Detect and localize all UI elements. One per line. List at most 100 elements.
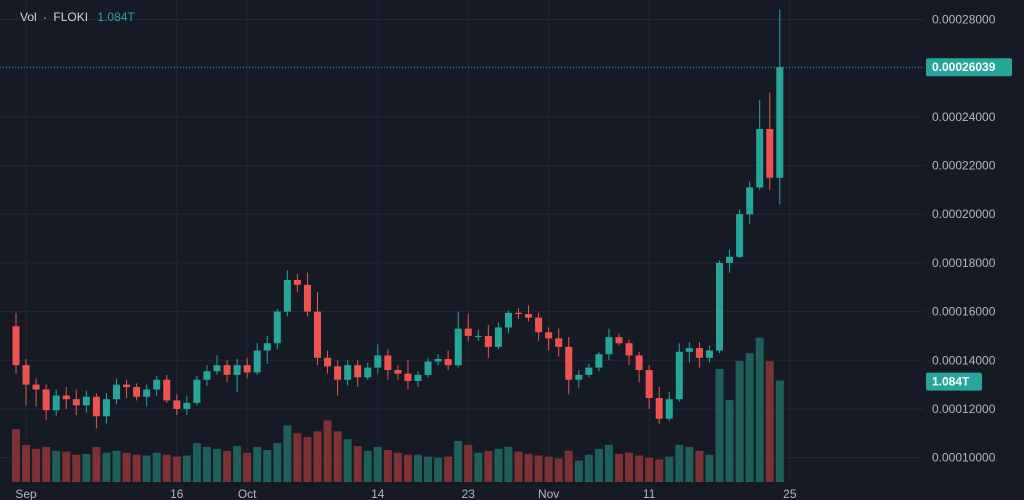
volume-bar bbox=[494, 448, 503, 482]
time-tick-label: 11 bbox=[643, 487, 656, 500]
volume-bar bbox=[112, 450, 121, 482]
candle-body bbox=[716, 262, 723, 351]
time-axis[interactable]: Sep 16 Oct 14 23 Nov 11 25 bbox=[15, 487, 796, 500]
grid-lines bbox=[0, 0, 924, 482]
volume-bar bbox=[363, 450, 372, 482]
candle-body bbox=[625, 343, 633, 356]
volume-legend-separator: · bbox=[43, 10, 48, 24]
candle-body bbox=[113, 384, 120, 400]
price-candles bbox=[12, 9, 784, 429]
volume-bar bbox=[725, 400, 734, 482]
time-tick-label: Sep bbox=[15, 487, 37, 500]
volume-bar bbox=[775, 380, 784, 482]
candle-body bbox=[163, 379, 171, 401]
candle-body bbox=[303, 284, 311, 312]
candle-body bbox=[364, 367, 372, 378]
volume-bar bbox=[484, 450, 493, 482]
volume-bar bbox=[162, 454, 171, 482]
candle-body bbox=[263, 343, 271, 351]
volume-bar bbox=[343, 439, 352, 482]
candle-body bbox=[72, 399, 80, 406]
volume-bar bbox=[414, 454, 422, 482]
volume-bar bbox=[273, 443, 282, 482]
candle-body bbox=[223, 365, 231, 375]
volume-bar bbox=[604, 444, 613, 482]
volume-legend-value: 1.084T bbox=[97, 10, 135, 24]
price-tick-label: 0.00010000 bbox=[932, 451, 996, 465]
candle-body bbox=[474, 335, 482, 337]
candle-body bbox=[324, 357, 332, 367]
candle-body bbox=[575, 374, 583, 380]
volume-bar bbox=[464, 444, 473, 482]
candle-body bbox=[32, 384, 40, 390]
candle-body bbox=[394, 370, 402, 374]
volume-bar bbox=[172, 456, 181, 482]
volume-bar bbox=[293, 433, 302, 482]
time-tick-label: 25 bbox=[783, 487, 797, 500]
volume-bar bbox=[534, 455, 543, 482]
volume-bar bbox=[22, 444, 31, 482]
candle-body bbox=[404, 373, 412, 381]
volume-bar bbox=[72, 454, 81, 482]
candle-body bbox=[504, 312, 512, 328]
candle-body bbox=[454, 328, 462, 366]
volume-bar bbox=[454, 441, 463, 482]
volume-bar bbox=[102, 452, 111, 482]
volume-bar bbox=[765, 361, 774, 482]
candle-body bbox=[253, 350, 261, 373]
candle-body bbox=[62, 395, 70, 400]
price-axis[interactable]: 0.00010000 0.00012000 0.00014000 0.00016000… bbox=[932, 12, 996, 464]
volume-bar bbox=[52, 450, 61, 482]
candle-body bbox=[424, 361, 432, 375]
candle-body bbox=[52, 395, 60, 411]
volume-bar bbox=[303, 437, 312, 482]
candle-body bbox=[494, 327, 502, 347]
candle-body bbox=[314, 311, 321, 358]
candle-body bbox=[384, 355, 392, 371]
volume-bar bbox=[42, 446, 51, 482]
volume-bar bbox=[705, 454, 714, 482]
candle-body bbox=[183, 402, 191, 409]
candle-body bbox=[22, 365, 30, 385]
candle-body bbox=[655, 398, 663, 419]
candle-body bbox=[102, 399, 110, 417]
volume-bar bbox=[313, 431, 322, 482]
candle-body bbox=[726, 256, 734, 263]
volume-bar bbox=[444, 456, 453, 482]
candle-body bbox=[585, 367, 593, 375]
candle-body bbox=[82, 396, 90, 406]
volume-bar bbox=[695, 450, 704, 482]
candle-body bbox=[444, 359, 452, 366]
volume-bar bbox=[223, 450, 232, 482]
candle-body bbox=[695, 348, 703, 358]
volume-bar bbox=[122, 452, 131, 482]
time-tick-label: Nov bbox=[538, 487, 559, 500]
candle-body bbox=[595, 354, 603, 368]
volume-legend[interactable]: Vol · FLOKI 1.084T bbox=[20, 10, 135, 24]
volume-bar bbox=[615, 453, 623, 482]
candle-body bbox=[434, 359, 442, 362]
volume-bar bbox=[675, 444, 684, 482]
candle-body bbox=[675, 351, 683, 400]
volume-bar bbox=[625, 452, 634, 482]
volume-bar bbox=[504, 446, 513, 482]
time-tick-label: 14 bbox=[371, 487, 385, 500]
volume-bar bbox=[62, 451, 71, 482]
price-tick-label: 0.00022000 bbox=[932, 159, 996, 173]
candle-body bbox=[42, 389, 50, 411]
candle-body bbox=[605, 337, 613, 355]
candle-body bbox=[484, 335, 492, 347]
time-tick-label: Oct bbox=[238, 487, 257, 500]
candle-body bbox=[374, 355, 382, 368]
candle-body bbox=[615, 337, 623, 344]
candle-body bbox=[233, 365, 241, 375]
candle-body bbox=[756, 129, 764, 188]
volume-bars bbox=[12, 337, 784, 482]
candle-body bbox=[354, 365, 362, 378]
volume-bar bbox=[434, 457, 443, 482]
candle-body bbox=[123, 384, 131, 388]
volume-bar bbox=[524, 453, 533, 482]
candle-body bbox=[92, 396, 100, 417]
candle-body bbox=[776, 67, 784, 178]
